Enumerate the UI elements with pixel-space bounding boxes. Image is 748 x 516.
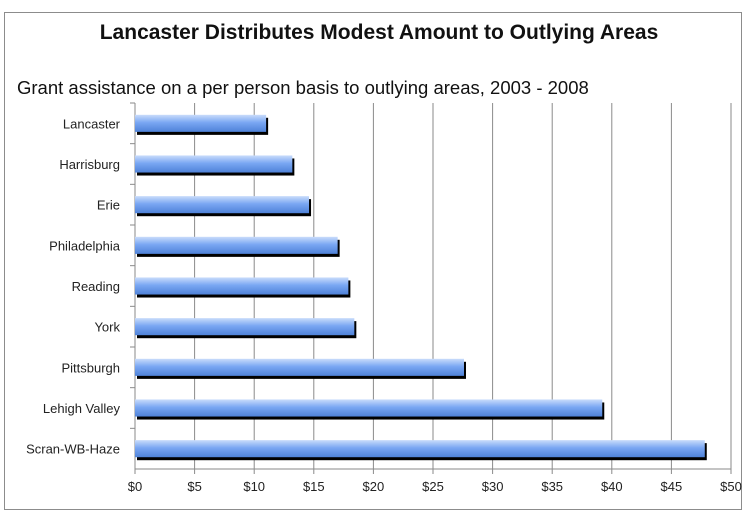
category-label: Harrisburg [59, 157, 120, 172]
category-labels: Lancaster Harrisburg Erie Philadelphia Readi… [26, 116, 121, 456]
category-label: Scran-WB-Haze [26, 442, 120, 457]
x-tick-label: $20 [363, 479, 385, 494]
category-label: Philadelphia [49, 238, 121, 253]
category-label: Pittsburgh [61, 360, 120, 375]
category-label: Erie [97, 198, 120, 213]
category-label: Lancaster [63, 116, 121, 131]
x-tick-label: $25 [422, 479, 444, 494]
category-label: Reading [72, 279, 120, 294]
x-tick-label: $50 [720, 479, 742, 494]
x-tick-label: $45 [661, 479, 683, 494]
x-tick-label: $10 [243, 479, 265, 494]
bar [135, 155, 293, 173]
bar [135, 196, 310, 214]
category-label: Lehigh Valley [43, 401, 121, 416]
x-tick-label: $30 [482, 479, 504, 494]
x-tick-label: $35 [541, 479, 563, 494]
chart-subtitle: Grant assistance on a per person basis t… [17, 77, 589, 98]
bar [135, 277, 349, 295]
category-label: York [94, 320, 120, 335]
bar [135, 236, 338, 254]
chart-title: Lancaster Distributes Modest Amount to O… [99, 21, 659, 44]
x-tick-label: $0 [128, 479, 142, 494]
bar [135, 318, 355, 336]
x-tick-label: $5 [187, 479, 201, 494]
bars [135, 114, 707, 461]
bar [135, 399, 603, 417]
bar [135, 440, 705, 458]
bar [135, 114, 267, 132]
x-tick-labels: $0 $5 $10 $15 $20 $25 $30 $35 $40 $45 $50 [128, 479, 742, 494]
bar [135, 358, 464, 376]
x-tick-label: $40 [601, 479, 623, 494]
x-tick-label: $15 [303, 479, 325, 494]
